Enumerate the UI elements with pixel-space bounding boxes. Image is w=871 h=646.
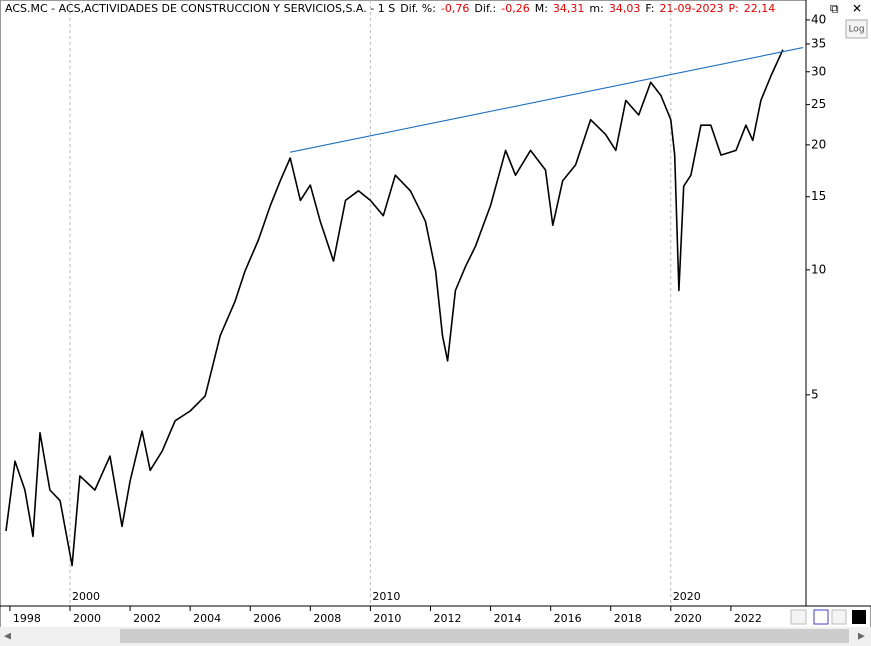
y-tick-label: 10 <box>811 262 826 276</box>
y-tick-label: 15 <box>811 189 826 203</box>
decade-label: 2020 <box>673 590 701 603</box>
stat-label: Dif.: <box>474 2 496 15</box>
x-tick-label: 2004 <box>193 612 221 625</box>
x-tick-label: 2016 <box>554 612 582 625</box>
scroll-right[interactable]: ▶ <box>858 632 865 642</box>
y-tick-label: 30 <box>811 64 826 78</box>
scrollbar-thumb[interactable] <box>120 629 849 643</box>
color-button[interactable] <box>852 610 866 624</box>
x-tick-label: 2012 <box>433 612 461 625</box>
y-tick-label: 20 <box>811 137 826 151</box>
stat-label: P: <box>728 2 738 15</box>
y-tick-label: 40 <box>811 12 826 26</box>
save-button[interactable] <box>813 609 829 625</box>
y-tick-label: 35 <box>811 36 826 50</box>
price-line <box>5 49 784 567</box>
log-button-label: Log <box>848 25 864 35</box>
close-icon[interactable]: ✕ <box>852 2 862 16</box>
stat-label: F: <box>645 2 654 15</box>
stat-value: -0,26 <box>501 2 529 15</box>
trend-line <box>290 47 804 153</box>
stat-label: Dif. %: <box>400 2 436 15</box>
x-tick-label: 2006 <box>253 612 281 625</box>
header: ACS.MC - ACS,ACTIVIDADES DE CONSTRUCCION… <box>5 2 775 15</box>
header-title: ACS.MC - ACS,ACTIVIDADES DE CONSTRUCCION… <box>5 2 395 15</box>
x-tick-label: 1998 <box>13 612 41 625</box>
x-tick-label: 2020 <box>674 612 702 625</box>
y-axis-area <box>806 0 871 606</box>
x-tick-label: 2000 <box>73 612 101 625</box>
decade-label: 2010 <box>372 590 400 603</box>
stat-value: -0,76 <box>441 2 469 15</box>
stat-value: 34,31 <box>553 2 585 15</box>
stat-value: 21-09-2023 <box>660 2 724 15</box>
log-button[interactable] <box>845 19 868 39</box>
stat-label: m: <box>589 2 603 15</box>
scroll-left[interactable]: ◀ <box>4 632 11 642</box>
y-tick-label: 5 <box>811 387 819 401</box>
zoom-button[interactable] <box>790 609 807 625</box>
decade-label: 2000 <box>72 590 100 603</box>
x-tick-label: 2018 <box>614 612 642 625</box>
x-tick-label: 2010 <box>373 612 401 625</box>
x-tick-label: 2008 <box>313 612 341 625</box>
stat-value: 34,03 <box>609 2 641 15</box>
y-tick-label: 25 <box>811 97 826 111</box>
x-tick-label: 2022 <box>734 612 762 625</box>
x-tick-label: 2014 <box>494 612 522 625</box>
stat-value: 22,14 <box>744 2 776 15</box>
stat-label: M: <box>535 2 548 15</box>
x-tick-label: 2002 <box>133 612 161 625</box>
restore-icon[interactable]: ⧉ <box>830 2 839 16</box>
pin-button[interactable] <box>831 609 847 625</box>
